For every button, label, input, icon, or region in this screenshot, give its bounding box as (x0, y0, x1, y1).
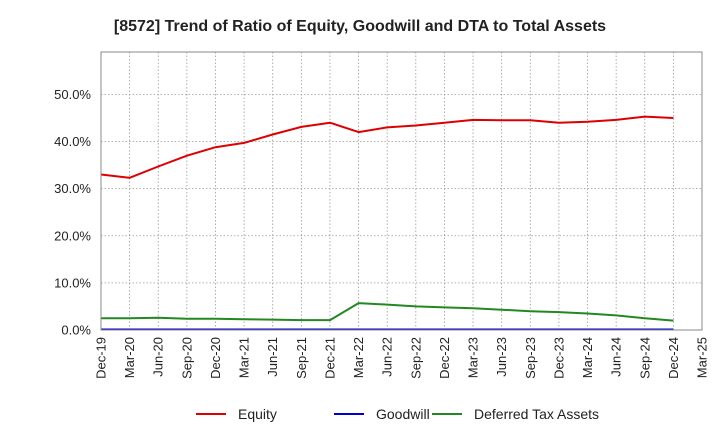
y-tick-label: 50.0% (54, 87, 91, 102)
y-axis-ticks: 0.0% 10.0% 20.0% 30.0% 40.0% 50.0% (54, 87, 91, 338)
x-tick-label: Dec-20 (208, 337, 223, 379)
x-tick-label: Mar-22 (351, 337, 366, 378)
x-tick-label: Mar-21 (237, 337, 252, 378)
legend-label: Goodwill (376, 406, 430, 422)
x-tick-label: Dec-21 (322, 337, 337, 379)
x-tick-label: Jun-21 (265, 337, 280, 377)
y-tick-label: 20.0% (54, 228, 91, 243)
x-tick-label: Sep-23 (523, 337, 538, 379)
y-tick-label: 30.0% (54, 181, 91, 196)
x-tick-label: Mar-23 (466, 337, 481, 378)
x-tick-label: Sep-21 (294, 337, 309, 379)
y-tick-label: 0.0% (61, 323, 91, 338)
x-tick-label: Dec-24 (666, 337, 681, 379)
x-tick-label: Sep-22 (408, 337, 423, 379)
legend-label: Deferred Tax Assets (474, 406, 599, 422)
y-tick-label: 40.0% (54, 134, 91, 149)
x-tick-label: Mar-24 (580, 337, 595, 378)
x-tick-label: Sep-24 (637, 337, 652, 379)
chart-title: [8572] Trend of Ratio of Equity, Goodwil… (114, 18, 606, 35)
x-tick-label: Jun-22 (380, 337, 395, 377)
x-tick-label: Jun-20 (151, 337, 166, 377)
series-line-deferred-tax-assets (101, 302, 674, 322)
x-tick-label: Jun-24 (609, 337, 624, 377)
legend-label: Equity (238, 406, 277, 422)
x-tick-label: Dec-19 (94, 337, 109, 379)
legend: Equity Goodwill Deferred Tax Assets (196, 406, 599, 422)
plot-area-frame (100, 51, 703, 331)
x-tick-label: Dec-22 (437, 337, 452, 379)
grid (101, 52, 702, 330)
x-tick-label: Mar-25 (695, 337, 710, 378)
x-tick-label: Sep-20 (179, 337, 194, 379)
y-tick-label: 10.0% (54, 275, 91, 290)
series-line-equity (100, 115, 674, 179)
x-tick-label: Jun-23 (494, 337, 509, 377)
x-tick-label: Mar-20 (122, 337, 137, 378)
x-tick-label: Dec-23 (551, 337, 566, 379)
x-axis-ticks: Dec-19 Mar-20 Jun-20 Sep-20 Dec-20 Mar-21 Jun-… (94, 337, 710, 379)
